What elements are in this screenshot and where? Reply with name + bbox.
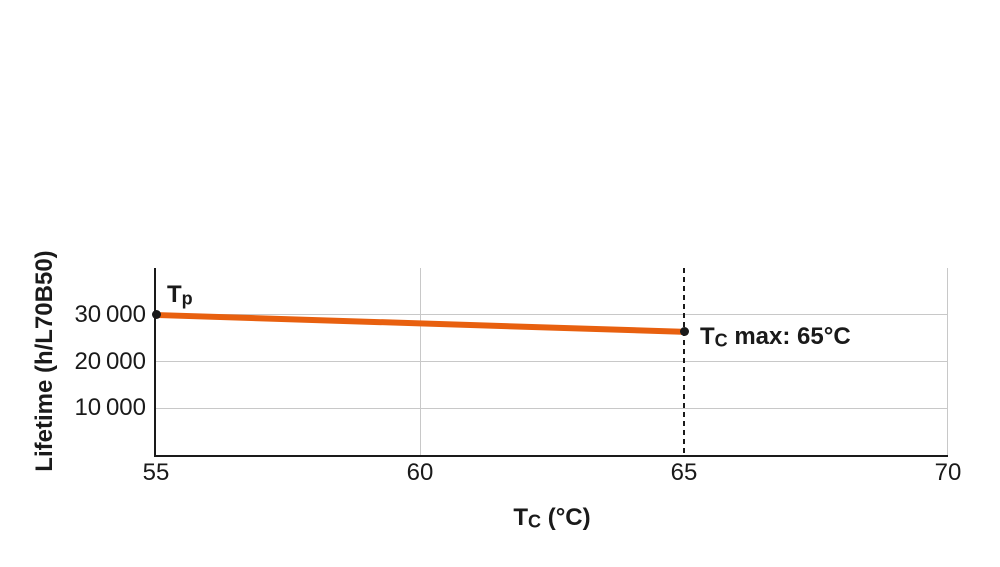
vertical-gridline [947,268,948,455]
annotation-tc-max: TC max: 65°C [700,322,851,353]
y-axis-title: Lifetime (h/L70B50) [31,250,58,472]
data-point-marker [679,327,689,337]
y-tick-label: 20 000 [74,347,146,375]
tc-max-dashed-line [683,268,685,455]
subscript-text: p [181,288,193,309]
label-text: T [513,504,529,531]
vertical-gridline [419,268,421,455]
plot-area: Tp TC max: 65°C 55 60 65 70 10 000 20 000 30 000 [74,268,961,485]
label-text: max: 65°C [727,322,851,350]
horizontal-gridline [156,407,948,409]
x-tick-label: 55 [142,459,170,486]
y-tick-label: 30 000 [74,300,146,328]
y-tick-label: 10 000 [74,394,146,422]
horizontal-gridline [156,314,948,316]
subscript-text: C [528,511,542,532]
subscript-text: C [714,330,728,351]
data-point-marker [151,310,161,320]
horizontal-gridline [156,361,948,362]
label-text: T [167,280,182,308]
label-text: (°C) [541,504,591,531]
annotation-tp: Tp [167,280,193,311]
x-tick-label: 65 [670,459,698,486]
x-tick-label: 60 [406,459,434,486]
label-text: T [700,322,715,350]
x-axis-title: TC (°C) [452,506,652,534]
x-tick-label: 70 [934,459,962,486]
